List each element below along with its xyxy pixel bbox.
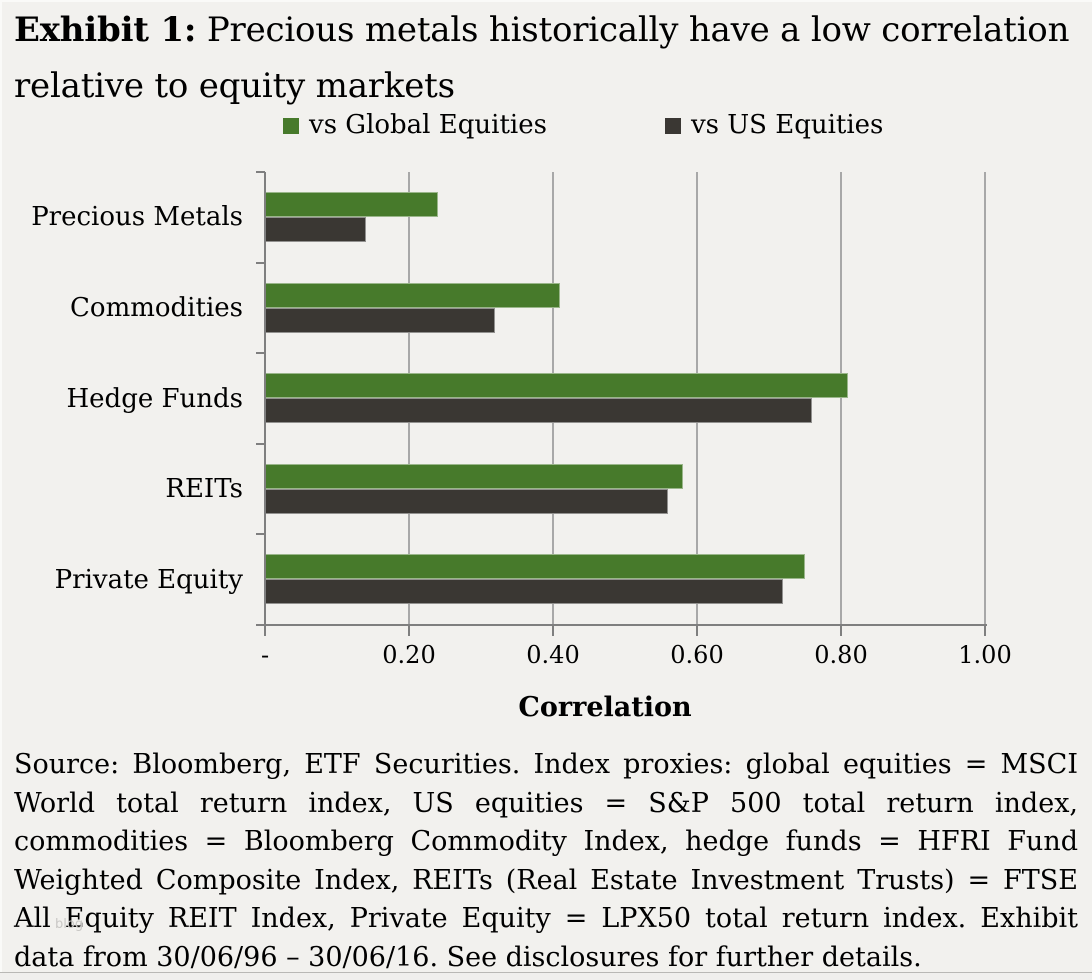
x-tick-label: 0.40: [526, 641, 580, 669]
x-tick-label: 1.00: [958, 641, 1012, 669]
x-axis-tick: [408, 624, 410, 636]
x-axis-title: Correlation: [518, 692, 692, 723]
y-axis-line: [264, 172, 266, 625]
legend-label-global-equities: vs Global Equities: [309, 110, 547, 140]
legend-item-us-equities: vs US Equities: [664, 110, 884, 140]
y-axis-tick: [256, 533, 265, 536]
bar-vs-us-equities: [265, 579, 784, 605]
y-axis-tick: [256, 352, 265, 355]
category-label: Precious Metals: [31, 202, 243, 233]
bar-vs-global-equities: [265, 554, 805, 580]
top-edge: [0, 0, 1092, 2]
x-axis-tick: [696, 624, 698, 636]
x-tick-label: 0.20: [382, 641, 436, 669]
y-axis-tick: [256, 171, 265, 173]
exhibit-title: Exhibit 1: Precious metals historically …: [14, 2, 1078, 114]
x-tick-label: 0.60: [670, 641, 724, 669]
watermark: blog: [55, 917, 84, 932]
left-edge: [0, 0, 2, 980]
exhibit-number-label: Exhibit 1:: [14, 10, 197, 50]
exhibit-title-text: Precious metals historically have a low …: [196, 10, 1070, 50]
x-axis-tick: [984, 624, 986, 636]
legend-swatch-dark-icon: [664, 118, 681, 134]
exhibit-title-line2: relative to equity markets: [14, 66, 455, 106]
bar-vs-global-equities: [265, 373, 849, 399]
legend-label-us-equities: vs US Equities: [690, 110, 884, 140]
bar-vs-us-equities: [265, 488, 669, 514]
x-tick-label: 0.80: [814, 641, 868, 669]
exhibit-title-line1: Exhibit 1: Precious metals historically …: [14, 2, 1078, 58]
x-tick-label: -: [260, 641, 270, 669]
y-axis-tick: [256, 261, 265, 264]
legend-item-global-equities: vs Global Equities: [283, 110, 547, 140]
bar-vs-us-equities: [265, 398, 813, 424]
x-axis-tick: [840, 624, 842, 636]
chart-legend: vs Global Equities vs US Equities: [283, 108, 883, 142]
bar-vs-us-equities: [265, 307, 496, 333]
category-label: Hedge Funds: [66, 383, 243, 414]
legend-swatch-green-icon: [283, 118, 299, 134]
x-axis-line: [256, 624, 987, 626]
category-label: REITs: [165, 474, 243, 505]
bottom-strip: [0, 973, 1092, 980]
x-axis-tick: [264, 624, 266, 636]
bar-vs-global-equities: [265, 192, 438, 217]
category-label: Private Equity: [54, 564, 243, 595]
bottom-edge: [0, 972, 1092, 973]
gridline: [840, 172, 842, 625]
bar-vs-global-equities: [265, 282, 561, 308]
gridline: [984, 172, 986, 625]
y-axis-tick: [256, 442, 265, 445]
source-note: Source: Bloomberg, ETF Securities. Index…: [14, 749, 1078, 973]
x-axis-tick: [552, 624, 554, 636]
category-label: Commodities: [70, 292, 243, 323]
bar-vs-us-equities: [265, 217, 366, 242]
bar-vs-global-equities: [265, 463, 683, 489]
